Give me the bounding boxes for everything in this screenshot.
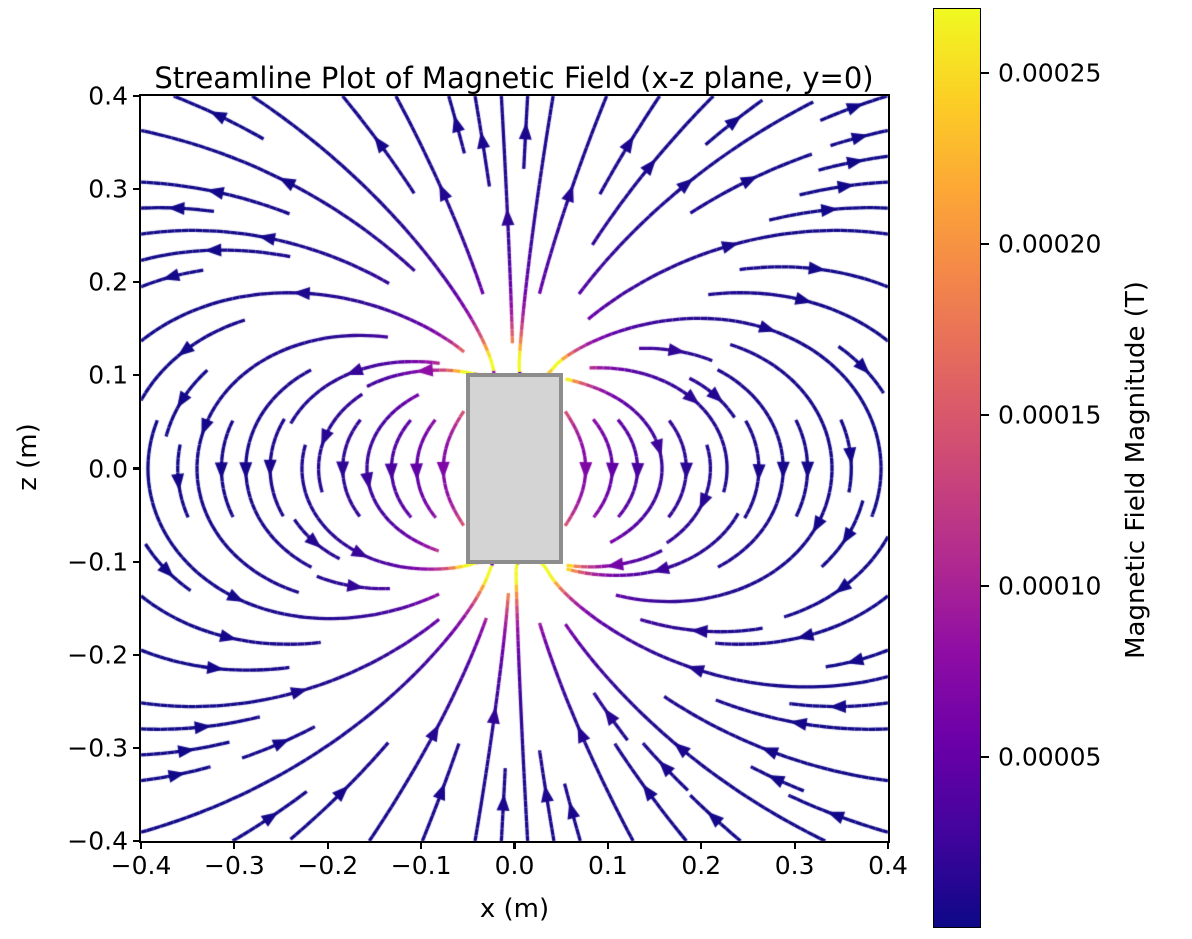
y-tick-label: 0.1 <box>88 360 128 390</box>
x-tick-label: −0.1 <box>390 851 452 880</box>
x-tick-label: 0.3 <box>774 851 815 880</box>
colorbar-tick-label: 0.00015 <box>998 400 1102 430</box>
x-tick-mark <box>886 841 890 849</box>
x-tick-mark <box>420 841 423 849</box>
x-tick-mark <box>233 841 236 849</box>
x-tick-label: 0.1 <box>587 851 628 880</box>
colorbar <box>933 8 981 928</box>
y-tick-label: 0.4 <box>88 81 128 111</box>
x-tick-mark <box>139 841 143 849</box>
y-tick-label: −0.4 <box>67 826 128 856</box>
magnet-patch <box>465 373 564 564</box>
colorbar-tick-label: 0.00010 <box>998 571 1102 601</box>
y-tick-label: −0.2 <box>67 640 128 670</box>
y-tick-mark <box>133 560 141 563</box>
y-tick-label: 0.3 <box>88 174 128 204</box>
y-tick-mark <box>133 94 141 98</box>
colorbar-tick-mark <box>981 584 989 588</box>
x-tick-mark <box>326 841 329 849</box>
y-tick-label: 0.0 <box>88 454 128 483</box>
y-tick-mark <box>133 281 141 284</box>
colorbar-tick-label: 0.00025 <box>998 58 1102 88</box>
y-tick-label: 0.2 <box>88 267 128 297</box>
colorbar-tick-mark <box>981 71 989 75</box>
x-tick-label: 0.2 <box>681 851 722 880</box>
colorbar-tick-label: 0.00020 <box>998 229 1102 259</box>
y-tick-mark <box>133 746 141 749</box>
x-axis-label: x (m) <box>479 894 550 924</box>
y-tick-mark <box>133 839 141 843</box>
colorbar-tick-mark <box>981 242 989 246</box>
colorbar-tick-label: 0.00005 <box>998 742 1102 772</box>
y-tick-mark <box>133 374 141 377</box>
chart-title: Streamline Plot of Magnetic Field (x-z p… <box>154 61 874 95</box>
y-tick-mark <box>133 653 141 656</box>
colorbar-tick-mark <box>981 755 989 759</box>
x-tick-label: −0.4 <box>110 851 172 880</box>
x-tick-label: 0.0 <box>494 851 535 880</box>
colorbar-label: Magnetic Field Magnitude (T) <box>1121 281 1151 659</box>
colorbar-tick-mark <box>981 413 989 417</box>
x-tick-mark <box>513 841 516 849</box>
x-tick-label: −0.3 <box>204 851 265 880</box>
x-tick-label: 0.4 <box>868 851 908 880</box>
x-tick-label: −0.2 <box>297 851 359 880</box>
x-tick-mark <box>793 841 796 849</box>
y-tick-mark <box>133 188 141 191</box>
x-tick-mark <box>700 841 703 849</box>
y-tick-label: −0.1 <box>67 547 128 577</box>
x-tick-mark <box>606 841 609 849</box>
y-tick-label: −0.3 <box>67 733 128 763</box>
y-tick-mark <box>133 467 141 470</box>
y-axis-label: z (m) <box>13 422 43 491</box>
